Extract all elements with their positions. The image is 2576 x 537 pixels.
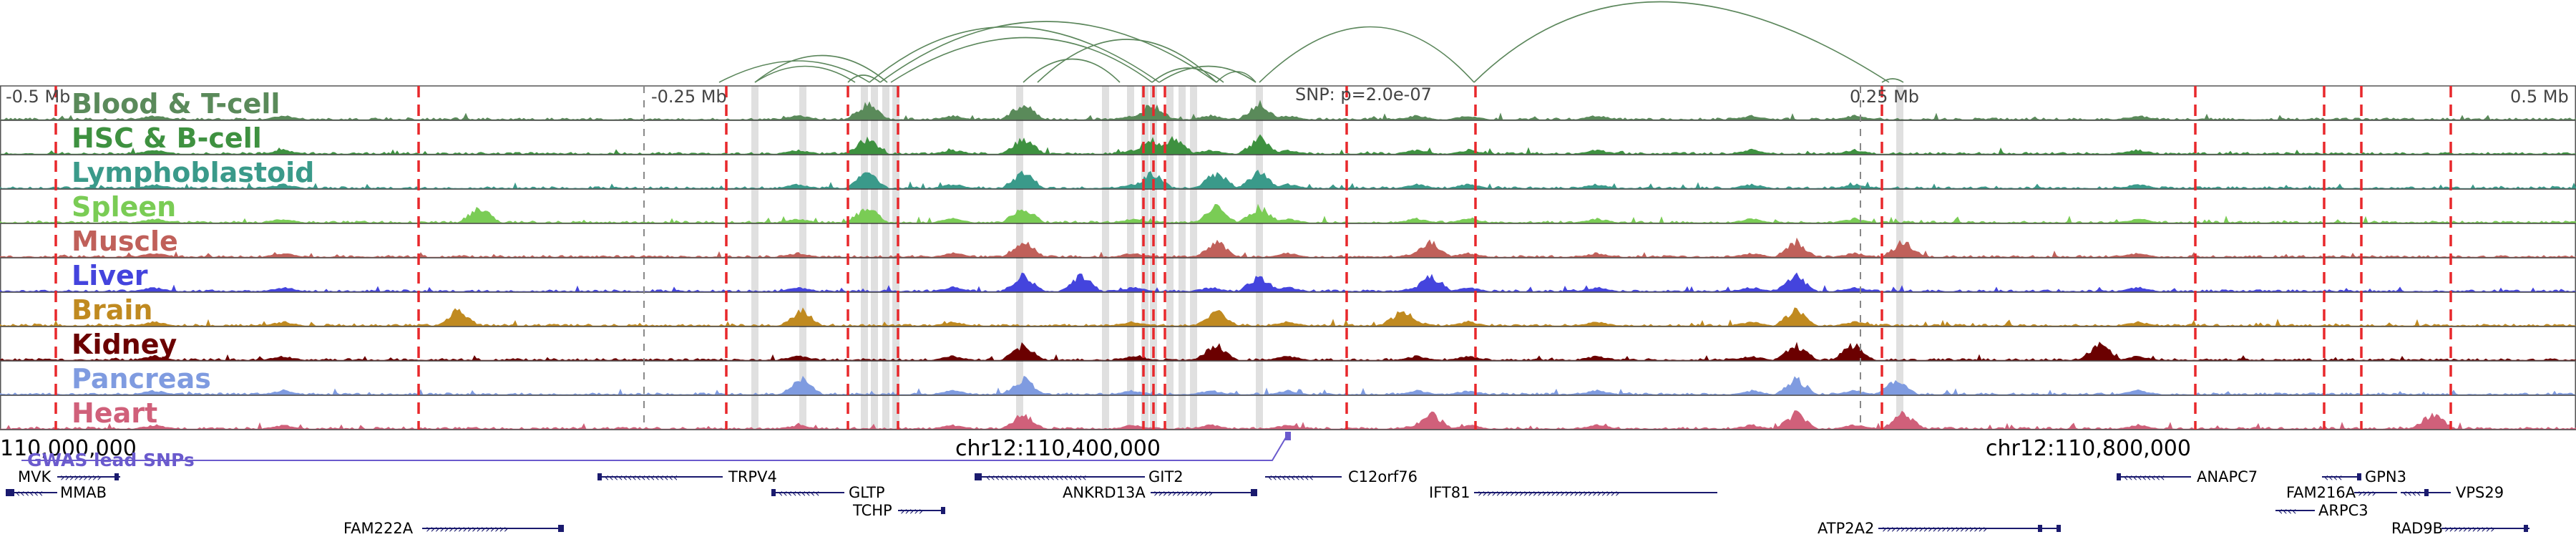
strand-arrows-ift81: ››››››››››››››››››››››››››››››› (1478, 486, 1619, 500)
signal-track (0, 134, 2576, 155)
exon-mmab (6, 489, 14, 496)
signal-tracks (0, 100, 2576, 430)
strand-arrows-ankrd13a: ››››››››››››› (1153, 486, 1213, 500)
track-label-muscle: Muscle (72, 226, 178, 257)
track-labels: Blood & T-cell HSC & B-cell Lymphoblasto… (72, 88, 314, 429)
coord-center: chr12:110,400,000 (955, 436, 1161, 461)
strand-arrows-gltp: ‹‹‹‹‹‹‹‹‹ (779, 486, 820, 500)
signal-track (0, 170, 2576, 189)
strand-arrows-mvk: ››››››››› (60, 470, 102, 484)
gene-label-mmab: MMAB (60, 484, 107, 501)
gwas-connector (21, 433, 1289, 461)
strand-arrows-anapc7: ‹‹‹‹‹‹‹‹‹ (2124, 470, 2165, 484)
gene-label-c12orf76: C12orf76 (1348, 468, 1418, 485)
gene-label-ift81: IFT81 (1429, 484, 1470, 501)
exon-tchp (941, 507, 945, 514)
gene-label-mvk: MVK (18, 468, 52, 485)
gene-label-gpn3: GPN3 (2365, 468, 2406, 485)
interaction-arc (1037, 39, 1217, 83)
gene-label-fam216a: FAM216A (2286, 484, 2356, 501)
coord-right: chr12:110,800,000 (1986, 436, 2191, 461)
interaction-arc (1151, 67, 1224, 83)
signal-track (0, 307, 2576, 326)
axis-label-minus-0-25: -0.25 Mb (651, 87, 727, 107)
exon-ankrd13a (1251, 489, 1257, 496)
signal-track (0, 375, 2576, 395)
interaction-arc (754, 65, 856, 83)
gene-track: ››››››››› MVK ‹‹‹‹‹‹ MMAB FAM222A ››››››… (6, 468, 2529, 537)
interaction-arc (1023, 58, 1121, 83)
interaction-arc (869, 26, 1160, 83)
strand-arrows-fam216a: ›››› (2358, 486, 2376, 500)
exon-rad9b (2524, 525, 2528, 532)
track-separators (0, 85, 2576, 430)
track-label-heart: Heart (72, 397, 157, 429)
gene-label-tchp: TCHP (852, 502, 892, 519)
track-label-kidney: Kidney (72, 329, 177, 360)
track-label-blood-tcell: Blood & T-cell (72, 88, 280, 120)
signal-track (0, 203, 2576, 223)
gene-label-atp2a2: ATP2A2 (1818, 520, 1874, 537)
track-label-lymphoblastoid: Lymphoblastoid (72, 157, 314, 188)
interaction-arc (754, 54, 888, 83)
strand-arrows-trpv4: ‹‹‹‹‹‹‹‹‹‹‹‹‹‹‹‹ (605, 470, 678, 484)
interaction-arc (847, 74, 881, 83)
signal-track (0, 342, 2576, 361)
strand-arrows-mmab: ‹‹‹‹‹‹ (16, 486, 43, 500)
interaction-arc (1158, 65, 1257, 83)
coord-left: 110,000,000 (0, 436, 137, 461)
strand-arrows-tchp: ››››› (900, 504, 923, 518)
strand-arrows-atp2a2: ››››››››››››››››››››››› (1882, 522, 1987, 536)
interaction-arc (879, 21, 1217, 83)
exon-atp2a2 (2038, 525, 2042, 532)
gene-label-trpv4: TRPV4 (728, 468, 777, 485)
interaction-arc (1473, 1, 1890, 83)
gwas-lead-snps-label: GWAS lead SNPs (27, 450, 195, 470)
track-label-liver: Liver (72, 260, 148, 291)
snp-pvalue-label: SNP: p=2.0e-07 (1295, 84, 1432, 105)
strand-arrows-rad9b: ››››››››››› (2444, 522, 2494, 536)
strand-arrows-gpn3: ‹‹‹‹ (2324, 470, 2343, 484)
gene-label-arpc3: ARPC3 (2318, 502, 2368, 519)
strand-arrows-fam222a: ›››››››››››››››››› (426, 522, 508, 536)
interaction-arcs (718, 1, 1904, 83)
interaction-arc (1259, 26, 1475, 83)
exon-fam222a (558, 525, 564, 532)
signal-track (0, 100, 2576, 120)
interaction-arc (1216, 71, 1257, 83)
gene-label-git2: GIT2 (1148, 468, 1184, 485)
gene-label-fam222a: FAM222A (343, 520, 414, 537)
axis-label-minus-0-5: -0.5 Mb (6, 87, 70, 107)
gwas-lead-snps: GWAS lead SNPs (21, 432, 1291, 470)
axis-label-0-25: 0.25 Mb (1850, 87, 1919, 107)
gwas-snp-lines (54, 86, 2452, 430)
gene-label-anapc7: ANAPC7 (2197, 468, 2258, 485)
gwas-snp-marker (1285, 432, 1291, 440)
track-label-brain: Brain (72, 294, 152, 326)
track-label-pancreas: Pancreas (72, 363, 211, 395)
signal-track (0, 237, 2576, 258)
gene-label-ankrd13a: ANKRD13A (1063, 484, 1146, 501)
exon-vps29 (2424, 489, 2429, 496)
signal-track (0, 410, 2576, 430)
interaction-arc (718, 60, 870, 83)
exon-gpn3 (2357, 473, 2361, 480)
exon-mvk (114, 473, 119, 480)
strand-arrows-arpc3: ‹‹‹‹ (2278, 504, 2297, 518)
gene-label-rad9b: RAD9B (2391, 520, 2443, 537)
strand-arrows-vps29: ‹‹‹‹ (2403, 486, 2421, 500)
exon-atp2a2 (2057, 525, 2061, 532)
track-label-spleen: Spleen (72, 191, 176, 223)
interaction-arc (1881, 78, 1904, 83)
axis-label-0-5: 0.5 Mb (2510, 87, 2569, 107)
strand-arrows-git2: ‹‹‹‹‹‹‹‹‹‹‹‹‹‹‹‹‹‹‹‹‹‹ (986, 470, 1087, 484)
track-label-hsc-bcell: HSC & B-cell (72, 122, 262, 154)
gene-label-gltp: GLTP (849, 484, 885, 501)
strand-arrows-c12orf76: ‹‹‹‹‹‹‹‹‹‹ (1268, 470, 1314, 484)
signal-track (0, 272, 2576, 292)
gene-label-vps29: VPS29 (2456, 484, 2504, 501)
interaction-arc (890, 37, 1153, 83)
